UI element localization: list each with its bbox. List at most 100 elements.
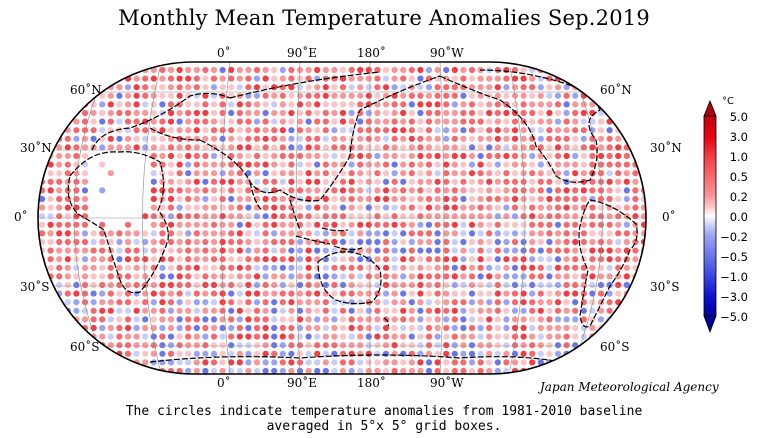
anomaly-dot <box>623 230 630 237</box>
anomaly-dot <box>391 101 398 108</box>
anomaly-dot <box>443 350 450 357</box>
anomaly-dot <box>339 204 347 211</box>
anomaly-dot <box>554 101 562 108</box>
anomaly-dot <box>56 127 63 134</box>
anomaly-dot <box>546 92 553 99</box>
anomaly-dot <box>73 273 80 280</box>
anomaly-dot <box>400 66 407 74</box>
anomaly-dot <box>451 178 458 185</box>
anomaly-dot <box>589 281 596 289</box>
anomaly-dot <box>503 195 510 203</box>
anomaly-dot <box>554 342 562 349</box>
anomaly-dot <box>425 342 433 349</box>
anomaly-dot <box>176 213 183 220</box>
anomaly-dot <box>486 75 493 82</box>
anomaly-dot <box>219 109 226 117</box>
anomaly-dot <box>365 350 372 357</box>
anomaly-dot <box>365 342 372 349</box>
anomaly-dot <box>537 144 544 151</box>
anomaly-dot <box>133 342 140 349</box>
anomaly-dot <box>615 170 622 177</box>
anomaly-dot <box>202 92 209 99</box>
anomaly-dot <box>133 247 140 254</box>
anomaly-dot <box>288 84 295 91</box>
anomaly-dot <box>374 221 381 228</box>
anomaly-dot <box>434 118 441 125</box>
anomaly-dot <box>124 247 132 254</box>
anomaly-dot <box>348 247 355 254</box>
anomaly-dot <box>546 135 553 142</box>
agency-credit: Japan Meteorological Agency <box>540 380 719 394</box>
anomaly-dot <box>632 75 639 82</box>
anomaly-dot <box>623 75 630 82</box>
map-frame <box>37 61 647 375</box>
anomaly-dot <box>296 333 304 340</box>
anomaly-dot <box>529 342 536 349</box>
anomaly-dot <box>56 342 63 349</box>
anomaly-dot <box>64 256 71 263</box>
anomaly-dot <box>322 135 329 142</box>
anomaly-dot <box>185 333 192 340</box>
anomaly-dot <box>210 109 218 117</box>
anomaly-dot <box>314 187 321 194</box>
anomaly-dot <box>417 230 424 237</box>
anomaly-dot <box>288 256 295 263</box>
anomaly-dot <box>47 264 54 271</box>
anomaly-dot <box>382 195 390 203</box>
anomaly-dot <box>537 84 544 91</box>
anomaly-dot <box>262 281 269 289</box>
anomaly-dot <box>219 333 226 340</box>
anomaly-dot <box>47 213 54 220</box>
anomaly-dot <box>262 230 269 237</box>
anomaly-dot <box>640 350 646 357</box>
anomaly-dot <box>632 333 639 340</box>
anomaly-dot <box>537 195 544 203</box>
anomaly-dot <box>271 195 278 203</box>
anomaly-dot <box>623 152 630 160</box>
anomaly-dot <box>245 213 252 220</box>
anomaly-dot <box>150 204 157 211</box>
anomaly-dot <box>253 299 261 306</box>
anomaly-dot <box>486 324 493 332</box>
anomaly-dot <box>253 290 261 297</box>
anomaly-dot <box>408 299 415 306</box>
lon-label-bottom-90e: 90˚E <box>287 376 318 390</box>
anomaly-dot <box>640 307 646 314</box>
anomaly-dot <box>443 204 450 211</box>
anomaly-dot <box>38 299 46 306</box>
anomaly-dot <box>271 342 278 349</box>
anomaly-dot <box>486 247 493 254</box>
anomaly-dot <box>339 92 347 99</box>
anomaly-dot <box>193 84 200 91</box>
anomaly-dot <box>529 178 536 185</box>
anomaly-dot <box>348 342 355 349</box>
anomaly-dot <box>219 307 226 314</box>
anomaly-dot <box>314 299 321 306</box>
anomaly-dot <box>623 367 630 374</box>
anomaly-dot <box>477 161 484 168</box>
anomaly-dot <box>193 264 200 271</box>
anomaly-dot <box>443 290 450 297</box>
anomaly-dot <box>477 307 484 314</box>
anomaly-dot <box>382 238 390 246</box>
anomaly-dot <box>460 230 467 237</box>
anomaly-dot <box>73 75 80 82</box>
anomaly-dot <box>632 324 639 332</box>
anomaly-dot <box>494 307 501 314</box>
anomaly-dot <box>236 109 243 117</box>
anomaly-dot <box>554 221 562 228</box>
anomaly-dot <box>632 238 639 246</box>
anomaly-dot <box>486 230 493 237</box>
anomaly-dot <box>623 118 630 125</box>
anomaly-dot <box>236 238 243 246</box>
anomaly-dot <box>288 152 295 160</box>
anomaly-dot <box>400 299 407 306</box>
anomaly-dot <box>468 195 476 203</box>
anomaly-dot <box>150 101 157 108</box>
anomaly-dot <box>322 84 329 91</box>
anomaly-dot <box>520 290 527 297</box>
anomaly-dot <box>554 144 562 151</box>
anomaly-dot <box>339 101 347 108</box>
anomaly-dot <box>339 127 347 134</box>
anomaly-dot <box>443 307 450 314</box>
